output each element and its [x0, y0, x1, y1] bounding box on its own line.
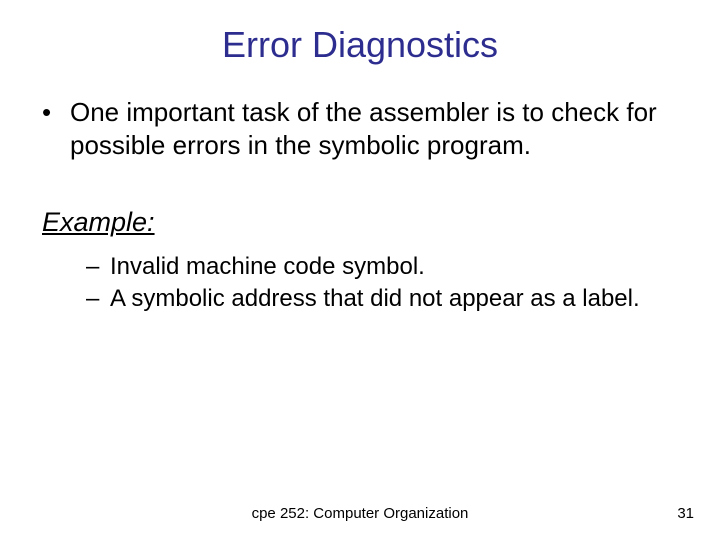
sub-bullet-item: Invalid machine code symbol. [86, 252, 680, 282]
bullet-item: One important task of the assembler is t… [42, 96, 680, 161]
footer-course-label: cpe 252: Computer Organization [0, 505, 720, 522]
example-heading: Example: [0, 207, 720, 238]
slide-footer: cpe 252: Computer Organization 31 [0, 505, 720, 522]
sub-bullet-list: Invalid machine code symbol. A symbolic … [0, 252, 720, 314]
main-bullet-list: One important task of the assembler is t… [0, 96, 720, 161]
footer-page-number: 31 [677, 505, 694, 522]
slide-title: Error Diagnostics [0, 0, 720, 96]
sub-bullet-item: A symbolic address that did not appear a… [86, 284, 680, 314]
